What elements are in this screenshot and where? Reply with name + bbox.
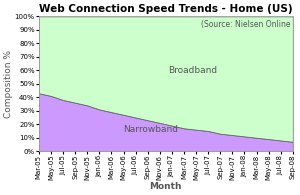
X-axis label: Month: Month [150, 182, 182, 191]
Y-axis label: Composition %: Composition % [4, 50, 13, 118]
Text: Broadband: Broadband [169, 66, 218, 75]
Text: (Source: Nielsen Online: (Source: Nielsen Online [201, 20, 290, 29]
Text: Narrowband: Narrowband [123, 125, 178, 134]
Title: Web Connection Speed Trends - Home (US): Web Connection Speed Trends - Home (US) [39, 4, 293, 14]
